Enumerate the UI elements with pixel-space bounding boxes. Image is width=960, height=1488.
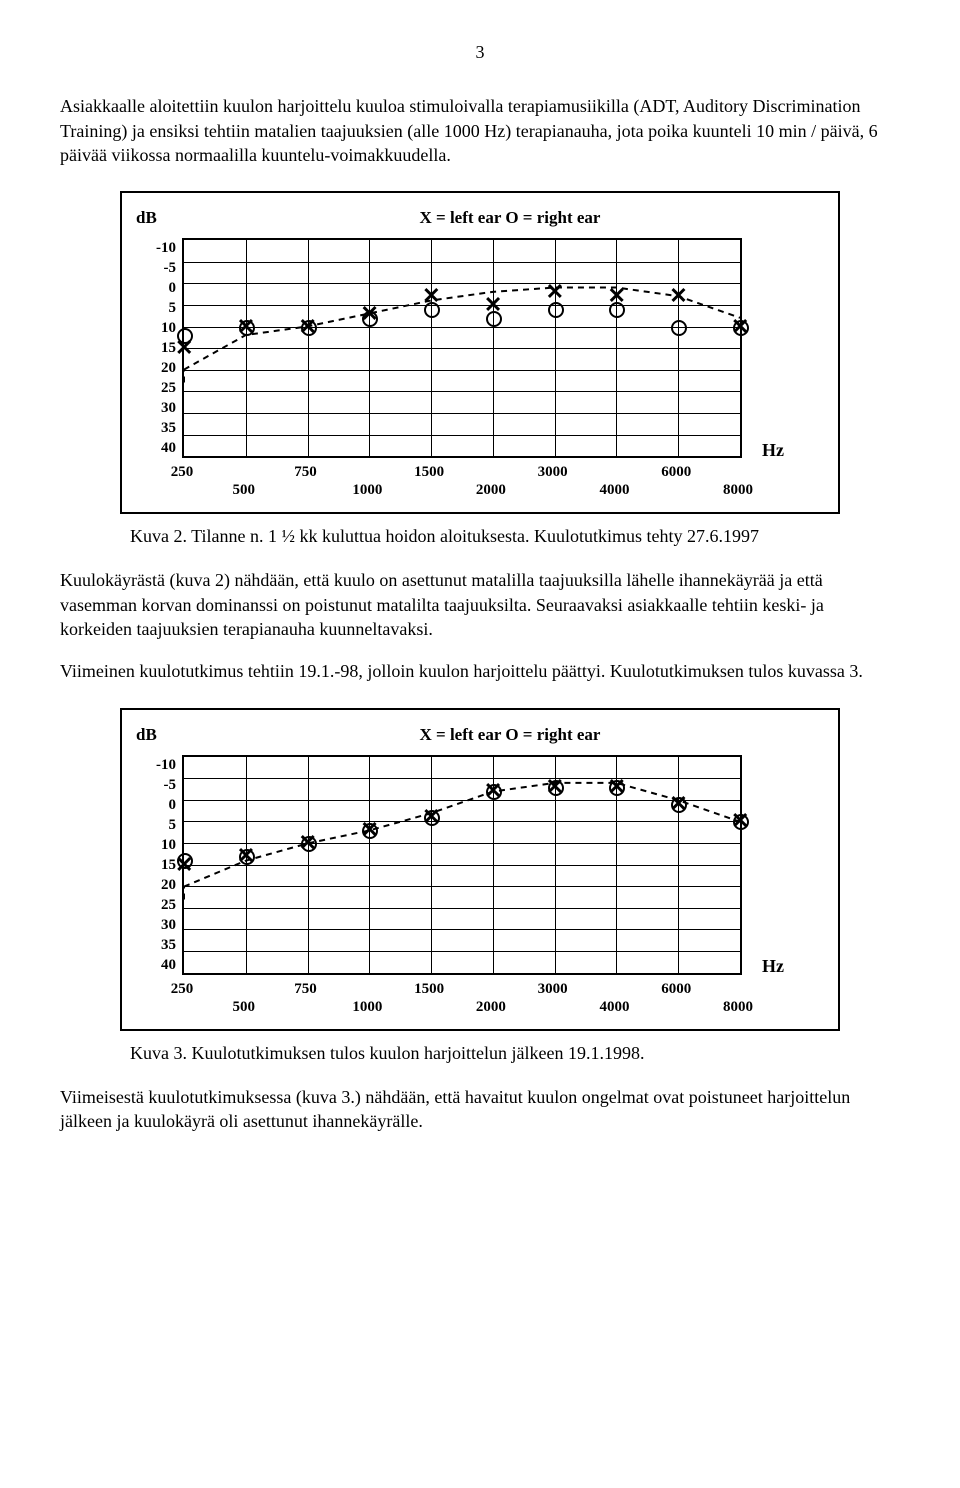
right-ear-marker	[607, 778, 625, 796]
y-tick-label: 0	[136, 278, 176, 298]
y-tick-label: 10	[136, 835, 176, 855]
right-ear-marker	[484, 782, 502, 800]
x-tick-label: 1500	[414, 462, 444, 482]
x-axis: 2507501500300060005001000200040008000	[182, 975, 742, 1015]
right-ear-marker	[175, 326, 193, 344]
chart-border: dB X = left ear O = right ear -10-505101…	[120, 708, 840, 1031]
right-ear-marker	[546, 778, 564, 796]
right-ear-marker	[299, 834, 317, 852]
y-tick-label: 5	[136, 298, 176, 318]
y-tick-label: 25	[136, 378, 176, 398]
x-tick-label: 750	[294, 462, 317, 482]
y-tick-label: 35	[136, 418, 176, 438]
y-tick-label: 10	[136, 318, 176, 338]
x-tick-label: 3000	[538, 462, 568, 482]
chart-border: dB X = left ear O = right ear -10-505101…	[120, 191, 840, 514]
y-tick-label: -10	[136, 755, 176, 775]
db-axis-label: dB	[136, 724, 196, 747]
audiogram-chart-3: dB X = left ear O = right ear -10-505101…	[120, 708, 840, 1031]
x-tick-label: 8000	[723, 480, 753, 500]
right-ear-marker	[422, 808, 440, 826]
x-tick-label: 3000	[538, 979, 568, 999]
x-tick-label: 8000	[723, 997, 753, 1017]
x-tick-label: 4000	[599, 997, 629, 1017]
x-tick-label: 250	[171, 979, 194, 999]
plot-area: Hz ✕✕✕✕✕✕✕✕✕✕	[182, 755, 742, 975]
x-tick-label: 500	[233, 997, 256, 1017]
chart-legend: X = left ear O = right ear	[196, 207, 824, 230]
right-ear-marker	[360, 309, 378, 327]
plot-area: Hz ✕✕✕✕✕✕✕✕✕✕	[182, 238, 742, 458]
y-tick-label: 15	[136, 855, 176, 875]
left-ear-marker: ✕	[546, 283, 564, 301]
y-tick-label: 5	[136, 815, 176, 835]
hz-axis-label: Hz	[762, 954, 784, 978]
chart-legend: X = left ear O = right ear	[196, 724, 824, 747]
x-tick-label: 6000	[661, 979, 691, 999]
x-tick-label: 1000	[352, 480, 382, 500]
y-tick-label: 30	[136, 915, 176, 935]
x-tick-label: 1000	[352, 997, 382, 1017]
x-axis: 2507501500300060005001000200040008000	[182, 458, 742, 498]
figure-3-caption: Kuva 3. Kuulotutkimuksen tulos kuulon ha…	[130, 1041, 900, 1065]
right-ear-marker	[546, 300, 564, 318]
y-tick-label: 30	[136, 398, 176, 418]
x-tick-label: 750	[294, 979, 317, 999]
right-ear-marker	[237, 318, 255, 336]
x-tick-label: 6000	[661, 462, 691, 482]
right-ear-marker	[731, 318, 749, 336]
right-ear-marker	[669, 318, 687, 336]
y-tick-label: -10	[136, 238, 176, 258]
audiogram-chart-2: dB X = left ear O = right ear -10-505101…	[120, 191, 840, 514]
y-tick-label: 15	[136, 338, 176, 358]
y-tick-label: 25	[136, 895, 176, 915]
figure-2-caption: Kuva 2. Tilanne n. 1 ½ kk kuluttua hoido…	[130, 524, 900, 548]
y-tick-label: 0	[136, 795, 176, 815]
chart-header: dB X = left ear O = right ear	[136, 724, 824, 747]
right-ear-marker	[299, 318, 317, 336]
chart-header: dB X = left ear O = right ear	[136, 207, 824, 230]
x-tick-label: 2000	[476, 480, 506, 500]
x-tick-label: 2000	[476, 997, 506, 1017]
y-tick-label: 20	[136, 358, 176, 378]
left-ear-marker: ✕	[669, 287, 687, 305]
right-ear-marker	[731, 812, 749, 830]
x-tick-label: 250	[171, 462, 194, 482]
right-ear-marker	[237, 847, 255, 865]
hz-axis-label: Hz	[762, 438, 784, 462]
x-tick-label: 4000	[599, 480, 629, 500]
paragraph-3: Viimeinen kuulotutkimus tehtiin 19.1.-98…	[60, 659, 900, 683]
db-axis-label: dB	[136, 207, 196, 230]
y-tick-label: 35	[136, 935, 176, 955]
right-ear-marker	[422, 300, 440, 318]
right-ear-marker	[607, 300, 625, 318]
y-tick-label: 20	[136, 875, 176, 895]
y-tick-label: -5	[136, 258, 176, 278]
paragraph-2: Kuulokäyrästä (kuva 2) nähdään, että kuu…	[60, 568, 900, 641]
y-tick-label: -5	[136, 775, 176, 795]
right-ear-marker	[484, 309, 502, 327]
x-tick-label: 500	[233, 480, 256, 500]
page-number: 3	[60, 40, 900, 64]
paragraph-1: Asiakkaalle aloitettiin kuulon harjoitte…	[60, 94, 900, 167]
paragraph-4: Viimeisestä kuulotutkimuksessa (kuva 3.)…	[60, 1085, 900, 1134]
y-tick-label: 40	[136, 438, 176, 458]
right-ear-marker	[360, 821, 378, 839]
right-ear-marker	[669, 795, 687, 813]
x-tick-label: 1500	[414, 979, 444, 999]
y-tick-label: 40	[136, 955, 176, 975]
right-ear-marker	[175, 851, 193, 869]
